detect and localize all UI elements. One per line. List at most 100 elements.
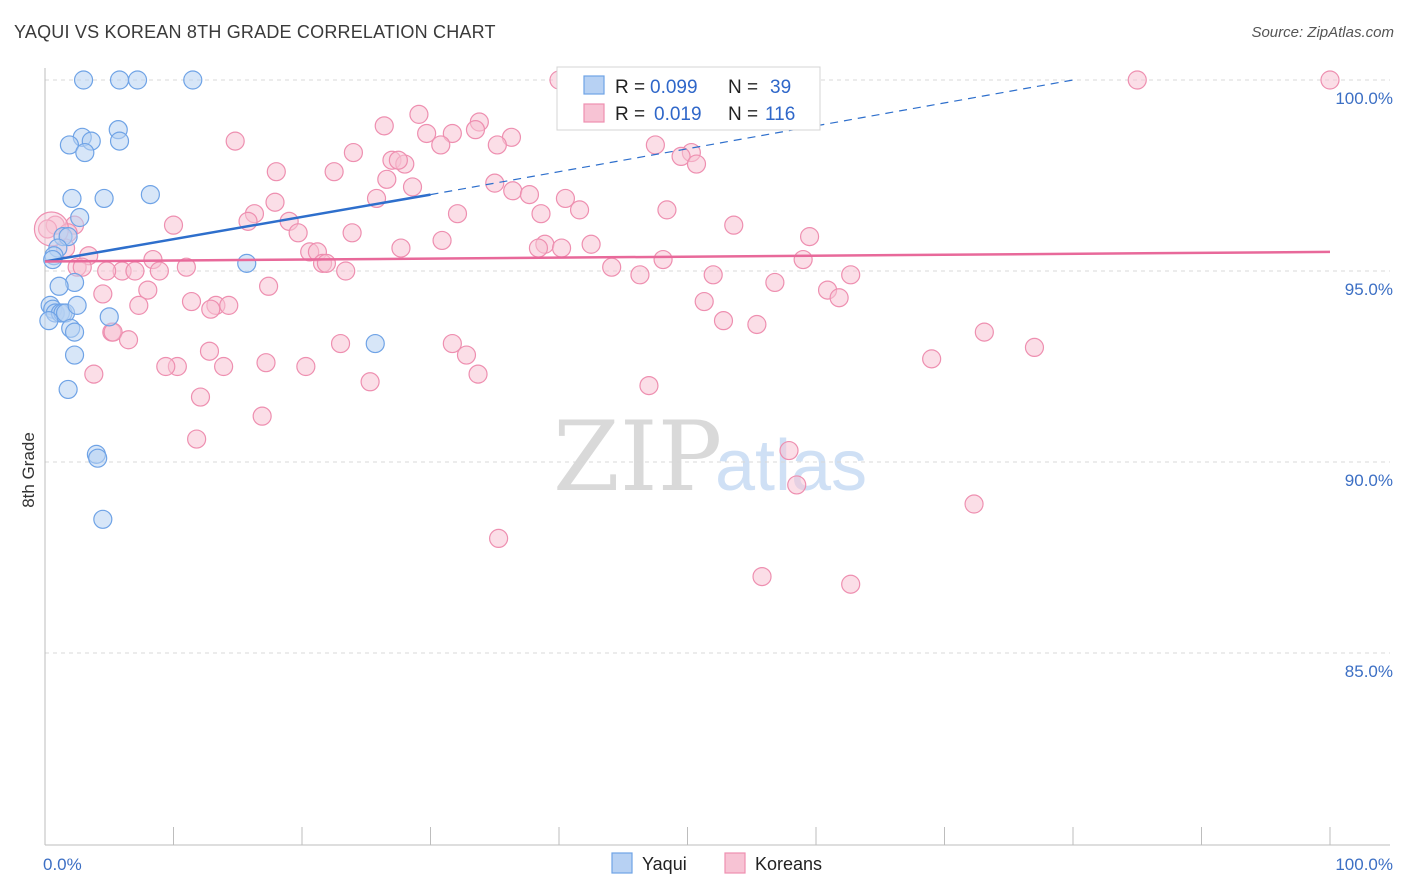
- legend-n-label-2: N =: [728, 104, 758, 125]
- korean-point-25: [404, 178, 422, 196]
- korean-point-106: [191, 388, 209, 406]
- korean-point-11: [432, 136, 450, 154]
- korean-point-71: [631, 266, 649, 284]
- korean-point-110: [788, 476, 806, 494]
- yaqui-point-30: [100, 308, 118, 326]
- korean-point-94: [200, 342, 218, 360]
- korean-point-74: [260, 277, 278, 295]
- korean-point-78: [830, 289, 848, 307]
- korean-point-82: [220, 296, 238, 314]
- korean-point-34: [532, 205, 550, 223]
- korean-point-31: [571, 201, 589, 219]
- yaqui-point-0: [75, 71, 93, 89]
- korean-point-95: [457, 346, 475, 364]
- yaqui-point-12: [95, 189, 113, 207]
- korean-point-10: [226, 132, 244, 150]
- korean-point-80: [182, 293, 200, 311]
- korean-point-5: [375, 117, 393, 135]
- bottom-legend-yaqui-swatch: [612, 853, 632, 873]
- korean-point-20: [687, 155, 705, 173]
- korean-series: [34, 71, 1339, 593]
- korean-point-108: [188, 430, 206, 448]
- korean-point-109: [780, 442, 798, 460]
- y-tick-label-3: 100.0%: [1335, 89, 1393, 108]
- scatter-chart: ZIP atlas 85.0%90.0%95.0%100.0%0.0% 100.0…: [0, 0, 1406, 892]
- korean-point-60: [317, 254, 335, 272]
- yaqui-point-34: [366, 335, 384, 353]
- korean-point-13: [646, 136, 664, 154]
- korean-point-113: [753, 568, 771, 586]
- korean-point-27: [520, 186, 538, 204]
- korean-point-101: [215, 358, 233, 376]
- korean-point-64: [603, 258, 621, 276]
- korean-point-100: [297, 358, 315, 376]
- legend-r-value-1: 0.099: [650, 77, 698, 98]
- korean-point-107: [253, 407, 271, 425]
- korean-point-93: [1025, 338, 1043, 356]
- korean-point-69: [98, 262, 116, 280]
- korean-point-46: [433, 231, 451, 249]
- korean-point-1: [1128, 71, 1146, 89]
- yaqui-point-13: [71, 209, 89, 227]
- korean-point-32: [658, 201, 676, 219]
- korean-point-6: [466, 121, 484, 139]
- bottom-legend-yaqui-label: Yaqui: [642, 854, 687, 874]
- legend-r-value-2: 0.019: [654, 104, 702, 125]
- korean-point-67: [150, 262, 168, 280]
- legend-n-value-1: 39: [770, 77, 791, 98]
- y-tick-label-1: 90.0%: [1345, 471, 1393, 490]
- watermark-zip: ZIP: [553, 401, 722, 513]
- korean-point-57: [654, 251, 672, 269]
- korean-point-102: [85, 365, 103, 383]
- korean-point-90: [975, 323, 993, 341]
- korean-point-89: [120, 331, 138, 349]
- bottom-legend: Yaqui Koreans: [612, 853, 822, 874]
- x-tick-label-1: 100.0%: [1335, 855, 1393, 874]
- korean-point-83: [130, 296, 148, 314]
- korean-point-86: [748, 315, 766, 333]
- yaqui-point-32: [66, 323, 84, 341]
- legend-korean-swatch: [584, 104, 604, 122]
- korean-point-70: [704, 266, 722, 284]
- korean-point-33: [448, 205, 466, 223]
- korean-point-12: [488, 136, 506, 154]
- korean-point-73: [766, 273, 784, 291]
- yaqui-point-21: [50, 277, 68, 295]
- yaqui-point-3: [184, 71, 202, 89]
- yaqui-point-38: [94, 510, 112, 528]
- korean-point-85: [714, 312, 732, 330]
- korean-point-96: [257, 354, 275, 372]
- watermark: ZIP atlas: [553, 401, 867, 513]
- korean-point-68: [337, 262, 355, 280]
- legend-box: R = 0.099 N = 39 R = 0.019 N = 116: [557, 67, 820, 130]
- korean-point-2: [1321, 71, 1339, 89]
- yaqui-point-19: [238, 254, 256, 272]
- korean-point-44: [343, 224, 361, 242]
- korean-point-84: [202, 300, 220, 318]
- yaqui-point-33: [66, 346, 84, 364]
- legend-n-value-2: 116: [765, 104, 795, 125]
- korean-point-22: [267, 163, 285, 181]
- korean-point-105: [640, 377, 658, 395]
- korean-point-14: [344, 144, 362, 162]
- korean-point-45: [801, 228, 819, 246]
- korean-point-52: [529, 239, 547, 257]
- korean-point-58: [794, 251, 812, 269]
- yaqui-point-11: [63, 189, 81, 207]
- korean-point-39: [725, 216, 743, 234]
- korean-point-79: [695, 293, 713, 311]
- korean-point-72: [842, 266, 860, 284]
- korean-point-66: [126, 262, 144, 280]
- legend-r-label-2: R =: [615, 104, 645, 125]
- korean-point-111: [965, 495, 983, 513]
- legend-yaqui-swatch: [584, 76, 604, 94]
- korean-point-48: [582, 235, 600, 253]
- korean-point-50: [392, 239, 410, 257]
- korean-point-26: [504, 182, 522, 200]
- legend-r-label-1: R =: [615, 77, 645, 98]
- korean-point-92: [332, 335, 350, 353]
- korean-point-21: [325, 163, 343, 181]
- yaqui-point-1: [111, 71, 129, 89]
- korean-point-99: [157, 358, 175, 376]
- y-tick-label-2: 95.0%: [1345, 280, 1393, 299]
